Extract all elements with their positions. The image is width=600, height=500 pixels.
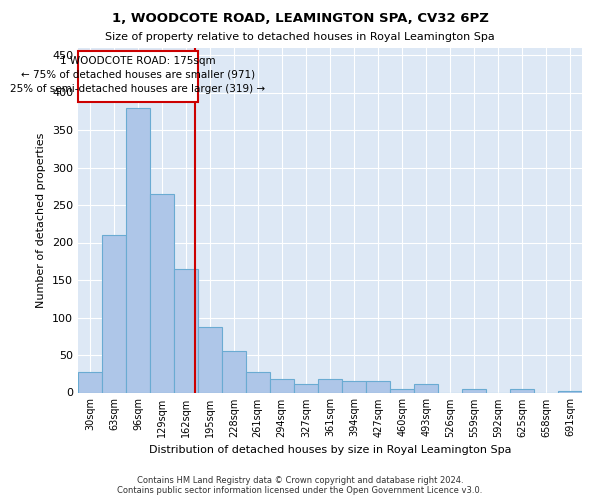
Bar (198, 326, 222, 392)
Bar (293, 384, 319, 392)
Bar (270, 379, 293, 392)
Text: 1 WOODCOTE ROAD: 175sqm: 1 WOODCOTE ROAD: 175sqm (60, 56, 216, 66)
Text: Contains public sector information licensed under the Open Government Licence v3: Contains public sector information licen… (118, 486, 482, 495)
Text: Contains HM Land Registry data © Crown copyright and database right 2024.: Contains HM Land Registry data © Crown c… (137, 476, 463, 485)
Bar (367, 381, 390, 392)
Y-axis label: Number of detached properties: Number of detached properties (37, 132, 46, 308)
Bar (246, 372, 270, 392)
Bar (414, 384, 438, 392)
Bar (343, 381, 367, 392)
X-axis label: Distribution of detached houses by size in Royal Leamington Spa: Distribution of detached houses by size … (149, 445, 511, 455)
Bar (390, 389, 414, 392)
Text: 1, WOODCOTE ROAD, LEAMINGTON SPA, CV32 6PZ: 1, WOODCOTE ROAD, LEAMINGTON SPA, CV32 6… (112, 12, 488, 26)
Bar (174, 269, 198, 392)
Bar (78, 52, 198, 102)
Bar (102, 235, 126, 392)
Bar (319, 379, 343, 392)
Bar (150, 194, 174, 392)
Bar (126, 108, 150, 393)
Bar (462, 389, 486, 392)
Bar (510, 389, 534, 392)
Text: 25% of semi-detached houses are larger (319) →: 25% of semi-detached houses are larger (… (10, 84, 265, 94)
Bar (222, 351, 246, 393)
Bar (78, 372, 102, 392)
Text: Size of property relative to detached houses in Royal Leamington Spa: Size of property relative to detached ho… (105, 32, 495, 42)
Text: ← 75% of detached houses are smaller (971): ← 75% of detached houses are smaller (97… (21, 70, 255, 80)
Bar (558, 391, 582, 392)
